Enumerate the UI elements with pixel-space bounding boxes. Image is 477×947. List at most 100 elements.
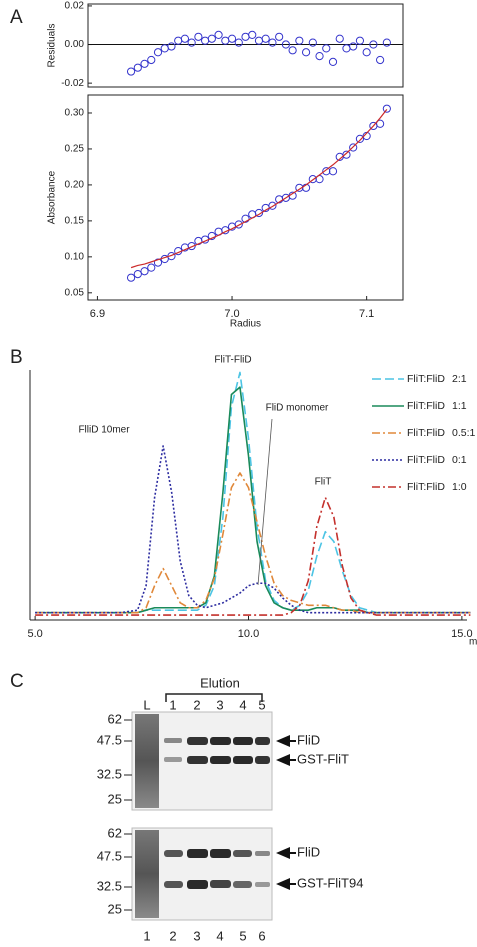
- y-tick-label: 0.15: [65, 216, 85, 227]
- data-point: [133, 270, 142, 279]
- band: [210, 737, 231, 745]
- data-point: [153, 258, 163, 267]
- data-point: [153, 48, 163, 57]
- lane-label: 1: [143, 928, 150, 943]
- x-tick-label: 7.1: [359, 308, 374, 320]
- lane-label: 1: [169, 697, 176, 712]
- band: [164, 850, 183, 857]
- band: [164, 757, 182, 762]
- annotation-leader: [257, 418, 273, 586]
- annotation: FliT-FliD: [214, 355, 251, 366]
- arrow-head: [276, 847, 290, 859]
- marker-ticks: [124, 719, 132, 801]
- lane-label: L: [143, 697, 150, 712]
- lane-label: 3: [193, 928, 200, 943]
- panel-label: A: [10, 7, 23, 28]
- lane-label: 5: [239, 928, 246, 943]
- band: [210, 849, 231, 858]
- data-point: [268, 38, 277, 47]
- band: [164, 738, 182, 743]
- data-point: [288, 46, 297, 55]
- x-tick-label: 10.0: [238, 628, 259, 640]
- marker-label: 47.5: [97, 848, 122, 863]
- y-tick-label: 0.02: [65, 1, 85, 12]
- data-line: [35, 445, 471, 614]
- gel-top: L 1 2 3 4 5 62 47.5 32.5 25 FliD GST-Fli…: [97, 697, 349, 811]
- data-point: [254, 208, 264, 218]
- data-point: [187, 38, 196, 47]
- plot-frame: [87, 94, 404, 301]
- y-tick-label: 0.30: [65, 108, 85, 119]
- lane-label: 4: [239, 697, 246, 712]
- ladder-lane: [135, 830, 159, 918]
- data-point: [355, 36, 365, 45]
- marker-label: 47.5: [97, 732, 122, 747]
- data-point: [349, 143, 358, 152]
- data-point: [275, 32, 284, 41]
- data-point: [308, 38, 317, 47]
- ladder-lane: [135, 714, 159, 808]
- band: [210, 756, 231, 764]
- data-point: [214, 30, 223, 39]
- x-axis-label: Radius: [230, 319, 261, 330]
- data-point: [369, 40, 378, 49]
- annotation: FliD monomer: [266, 403, 329, 414]
- x-tick-label: 5.0: [27, 628, 42, 640]
- data-point: [234, 220, 243, 229]
- data-point: [362, 48, 371, 57]
- band: [255, 737, 270, 745]
- y-tick-label: 0.25: [65, 144, 85, 155]
- data-point: [376, 55, 385, 65]
- band: [233, 737, 253, 745]
- data-point: [315, 52, 324, 61]
- data-point: [295, 36, 304, 45]
- gel-header: Elution: [200, 675, 240, 690]
- data-point: [322, 44, 331, 53]
- arrow-head: [276, 754, 290, 766]
- lane-label: 3: [216, 697, 223, 712]
- band-label: FliD: [297, 732, 320, 747]
- x-tick-label: 6.9: [90, 308, 105, 320]
- plot-frame: [87, 3, 404, 88]
- data-point: [342, 44, 351, 53]
- marker-label: 32.5: [97, 878, 122, 893]
- lane-label: 5: [258, 697, 265, 712]
- x-tick-label: 7.0: [224, 308, 239, 320]
- data-point: [254, 36, 264, 45]
- x-axis-label: ml: [469, 637, 477, 648]
- data-point: [342, 150, 351, 159]
- band: [255, 756, 270, 764]
- data-point: [355, 134, 365, 143]
- legend-ratio: 1:1: [452, 400, 467, 412]
- legend-ratio: 0:1: [452, 454, 467, 466]
- band-label: GST-FliT94: [297, 875, 363, 890]
- data-point: [382, 104, 391, 113]
- legend-label: FliT:FliD: [407, 373, 445, 385]
- band-label: GST-FliT: [297, 751, 349, 766]
- y-tick-label: 0.20: [65, 180, 85, 191]
- lane-label: 2: [193, 697, 200, 712]
- data-point: [261, 34, 270, 43]
- data-point: [328, 167, 338, 176]
- band: [164, 881, 183, 888]
- data-point: [147, 55, 156, 65]
- data-line: [35, 371, 471, 614]
- band: [187, 880, 208, 889]
- data-point: [133, 63, 142, 72]
- y-tick-label: 0.10: [65, 251, 85, 262]
- marker-label: 62: [108, 825, 122, 840]
- data-point: [349, 42, 358, 51]
- data-point: [187, 241, 196, 251]
- bracket: [165, 693, 263, 702]
- data-point: [221, 36, 230, 45]
- lane-label: 6: [258, 928, 265, 943]
- marker-label: 62: [108, 711, 122, 726]
- data-line: [35, 472, 471, 614]
- data-point: [126, 67, 136, 76]
- data-point: [207, 34, 216, 43]
- annotation: FliT: [315, 477, 332, 488]
- data-point: [174, 36, 183, 45]
- data-point: [301, 48, 311, 57]
- band: [255, 882, 270, 887]
